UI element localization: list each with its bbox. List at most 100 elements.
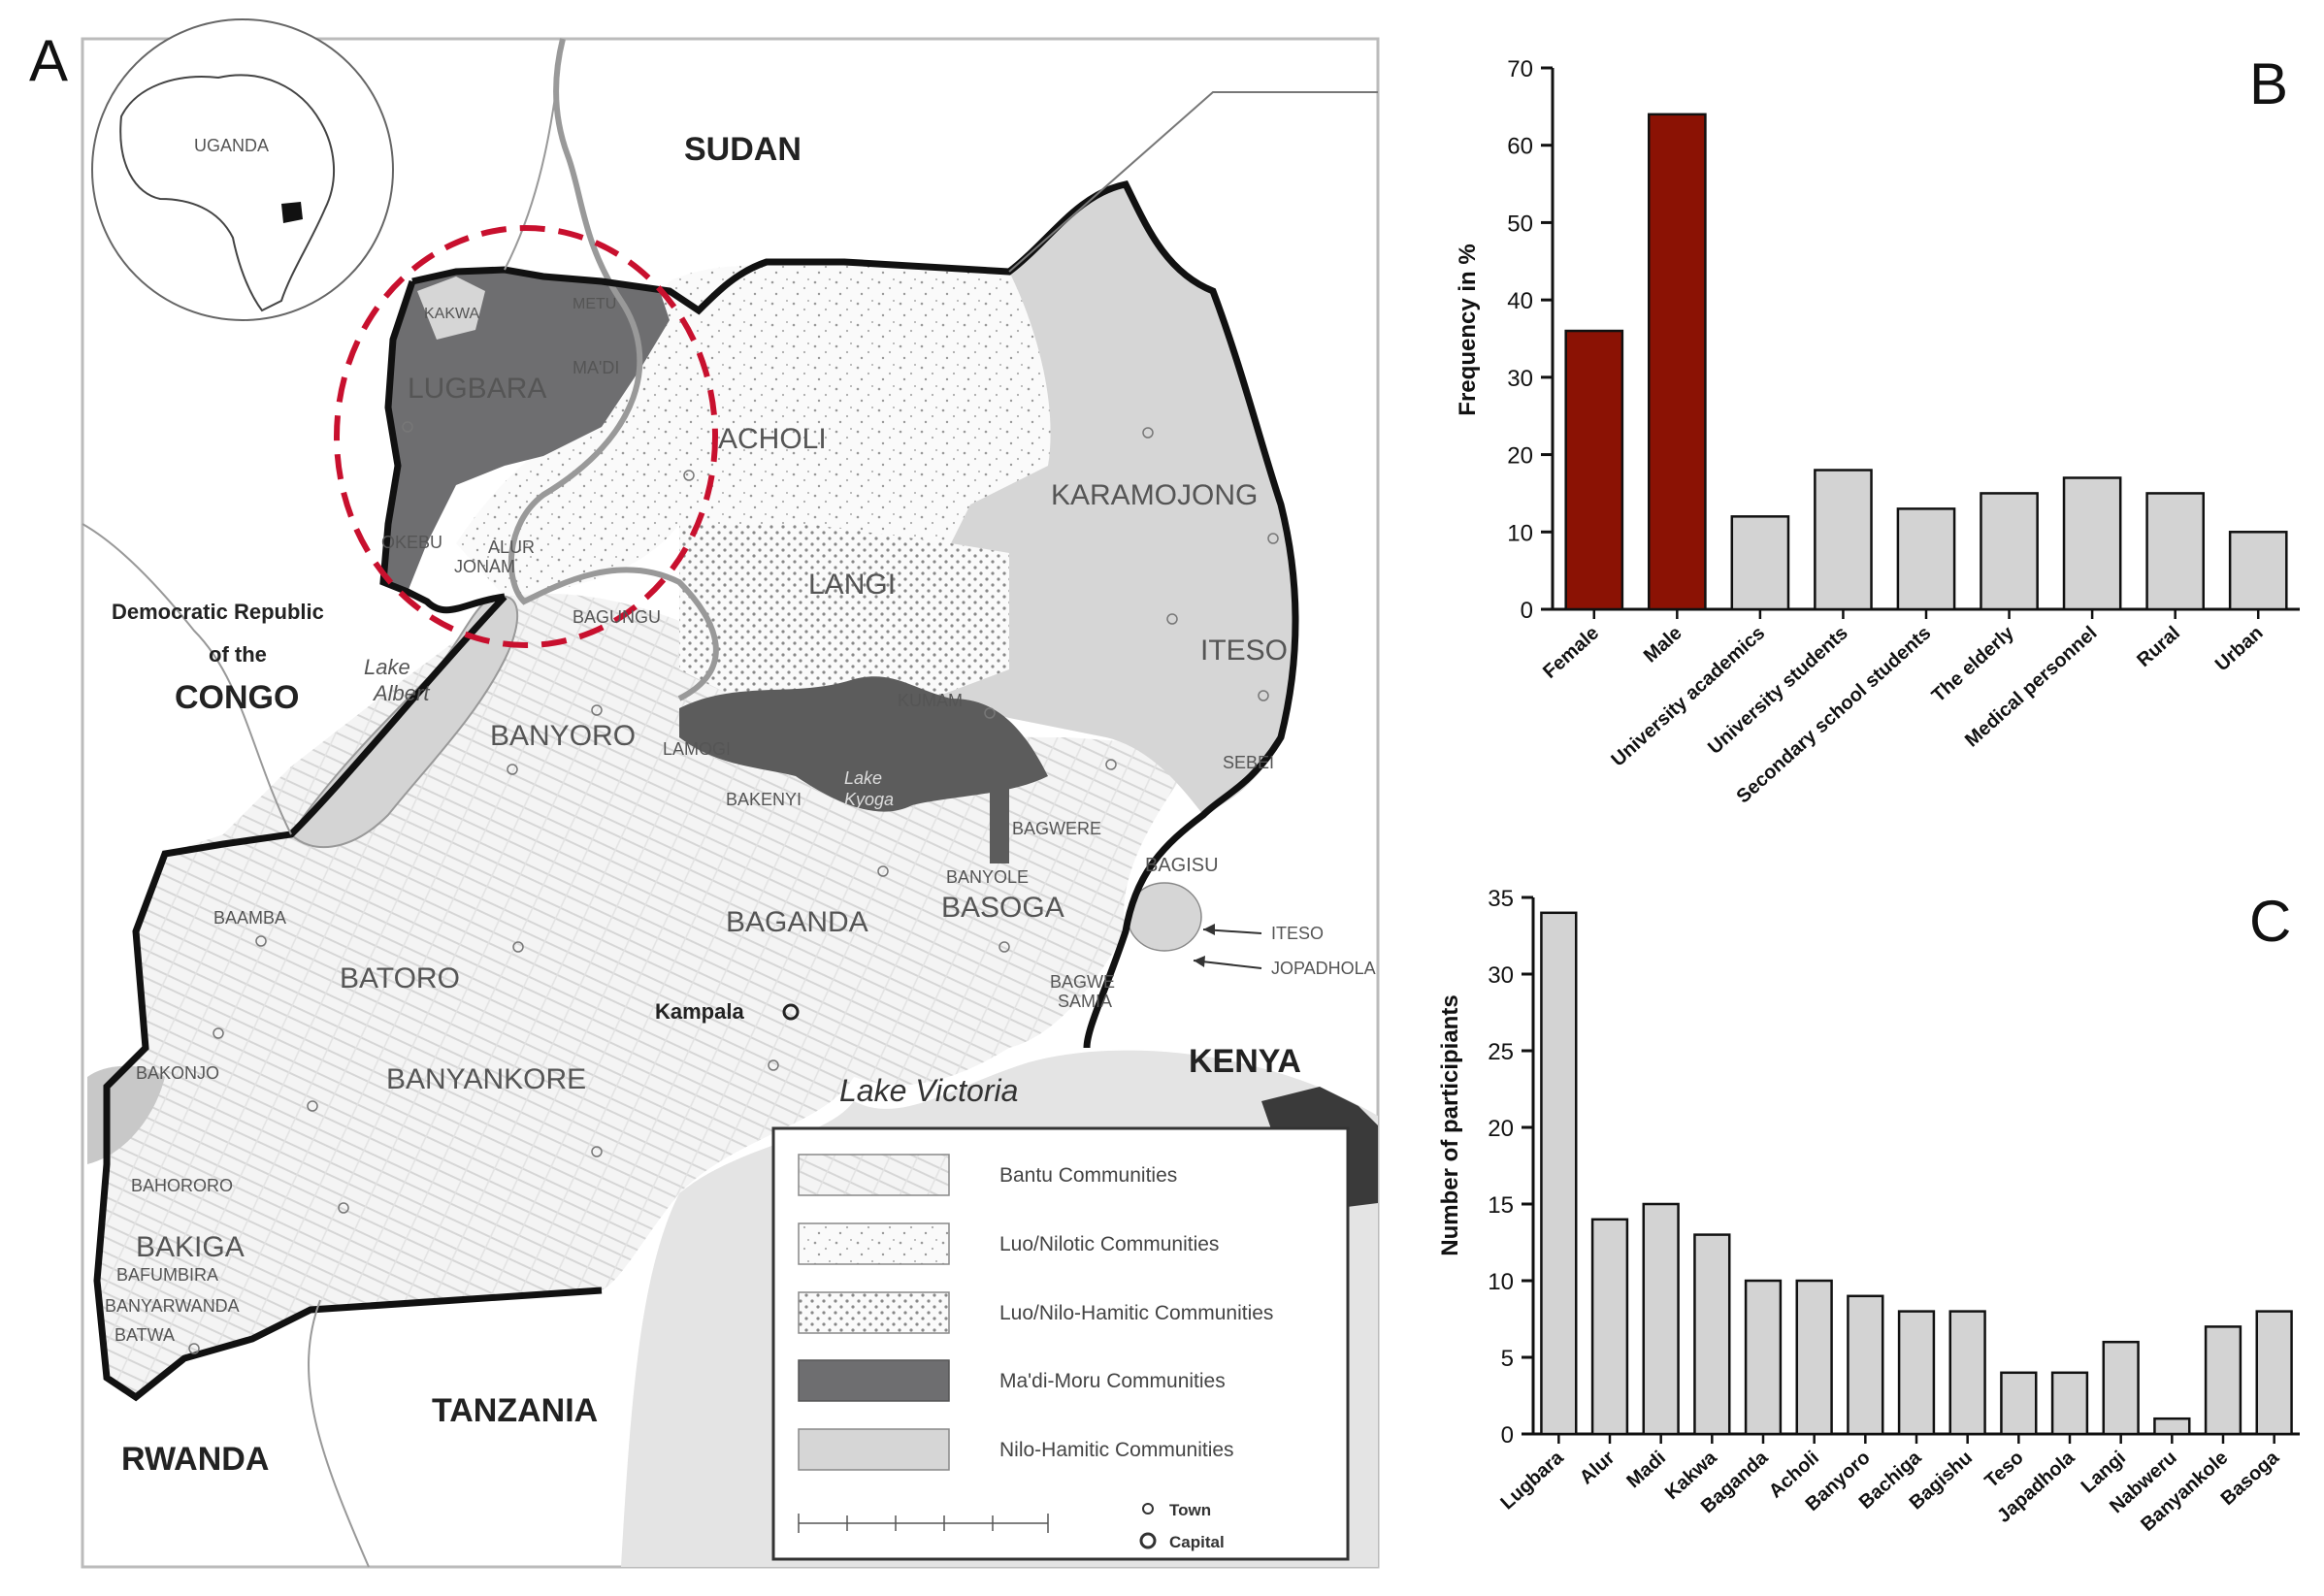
legend-swatch-nilo-hamitic [798,1428,950,1471]
pointer-iteso-arrowhead [1203,924,1215,935]
y-tick-label: 40 [1507,288,1533,314]
bar-lugbara [1540,911,1578,1436]
bar-langi [2102,1340,2140,1436]
bar-nabweru [2153,1417,2191,1436]
region-kumam: KUMAM [898,691,963,710]
bar-alur [1590,1218,1629,1436]
legend-town-symbol [1142,1503,1154,1515]
region-bafumbira: BAFUMBIRA [116,1265,218,1285]
inset-globe [91,18,394,321]
legend-label-luo-nilo-hamitic: Luo/Nilo-Hamitic Communities [999,1302,1273,1324]
scale-bar [798,1514,1049,1533]
label-drc-3: CONGO [175,679,299,716]
region-banyarwanda: BANYARWANDA [105,1296,240,1316]
bar-madi [1642,1202,1680,1436]
bar-medical-personnel [2062,476,2122,611]
label-sudan: SUDAN [684,131,802,168]
bar-banyoro [1847,1294,1884,1436]
y-tick-label: 20 [1507,443,1533,470]
label-lake-victoria: Lake Victoria [839,1073,1018,1108]
region-sebei: SEBEI [1223,753,1274,772]
label-drc-2: of the [209,642,267,667]
region-basoga: BASOGA [941,892,1064,924]
x-tick-label: Female [1539,622,1603,682]
legend-swatch-luo [798,1222,950,1265]
region-bagungu: BAGUNGU [573,607,661,627]
bar-japadhola [2050,1371,2089,1436]
bar-the-elderly [1980,492,2039,611]
legend-label-nilo-hamitic: Nilo-Hamitic Communities [999,1439,1234,1461]
bar-bagishu [1948,1310,1986,1436]
label-lake-kyoga-1: Lake [844,768,882,788]
y-tick-label: 70 [1507,56,1533,82]
region-okebu: OKEBU [381,533,442,552]
y-tick-label: 30 [1488,962,1514,989]
legend-town-label: Town [1169,1501,1211,1519]
legend-label-luo: Luo/Nilotic Communities [999,1233,1219,1255]
x-tick-label: Rural [2133,622,2184,671]
region-banyole: BANYOLE [946,867,1029,887]
region-alur: ALUR [488,537,535,557]
y-tick-label: 10 [1488,1269,1514,1295]
label-drc-1: Democratic Republic [112,600,324,624]
chart-b-y-axis-label: Frequency in % [1455,244,1481,415]
x-tick-label: University students [1704,622,1852,759]
x-tick-label: Urban [2211,622,2268,675]
region-bakonjo: BAKONJO [136,1063,219,1083]
panel-letter-b: B [2249,51,2289,116]
legend-label-madi-moru: Ma'di-Moru Communities [999,1370,1226,1392]
lugbara-madi-region [383,270,670,592]
tanzania-rwanda-border [308,1299,370,1568]
region-bagisu: BAGISU [1145,855,1219,876]
label-lake-kyoga-2: Kyoga [844,790,894,809]
bar-male [1647,113,1707,611]
panel-letter-c: C [2249,889,2292,954]
kakwa-region [417,277,485,340]
bar-basoga [2255,1310,2293,1436]
sudan-drc-border [504,38,564,271]
kyoga-channel [990,766,1009,863]
karamojong-iteso-region [932,184,1295,815]
x-tick-label: Basoga [2217,1447,2284,1510]
label-kampala: Kampala [655,999,744,1024]
label-lake-albert-1: Lake [364,655,410,679]
region-acholi: ACHOLI [718,423,827,455]
inset-uganda-label: UGANDA [194,136,269,155]
bar-bachiga [1897,1310,1936,1436]
y-tick-label: 10 [1507,520,1533,546]
highlight-circle [334,225,718,648]
bar-urban [2228,531,2288,611]
region-lugbara: LUGBARA [408,373,546,405]
bar-acholi [1795,1279,1833,1436]
legend-swatch-madi-moru [798,1359,950,1402]
region-samia: SAMIA [1058,992,1112,1011]
chart-c-y-axis-label: Number of participiants [1437,994,1463,1255]
bar-female [1564,329,1624,611]
region-jonam: JONAM [454,557,515,576]
x-tick-label: Lugbara [1496,1447,1568,1515]
legend-capital-symbol [1139,1532,1157,1549]
legend-swatch-luo-nilo-hamitic [798,1291,950,1334]
bar-secondary-school-students [1896,507,1956,611]
region-bagwe: BAGWE [1050,972,1115,992]
region-batwa: BATWA [115,1325,175,1345]
bar-university-academics [1730,515,1790,611]
panel-letter-a: A [29,28,69,93]
region-banyankore: BANYANKORE [386,1063,586,1095]
region-baamba: BAAMBA [213,908,286,928]
nile-river [507,38,719,701]
lake-kyoga [679,676,1048,812]
region-iteso: ITESO [1200,635,1288,667]
y-tick-label: 5 [1501,1346,1514,1372]
x-tick-label: Alur [1576,1447,1620,1488]
bar-kakwa [1693,1233,1731,1436]
region-kakwa: KAKWA [424,306,480,322]
x-tick-label: University academics [1607,622,1769,770]
bar-university-students [1814,469,1873,611]
region-baganda: BAGANDA [726,906,868,938]
legend-capital-label: Capital [1169,1533,1225,1551]
region-langi: LANGI [808,569,896,601]
region-madi: MA'DI [573,358,619,377]
